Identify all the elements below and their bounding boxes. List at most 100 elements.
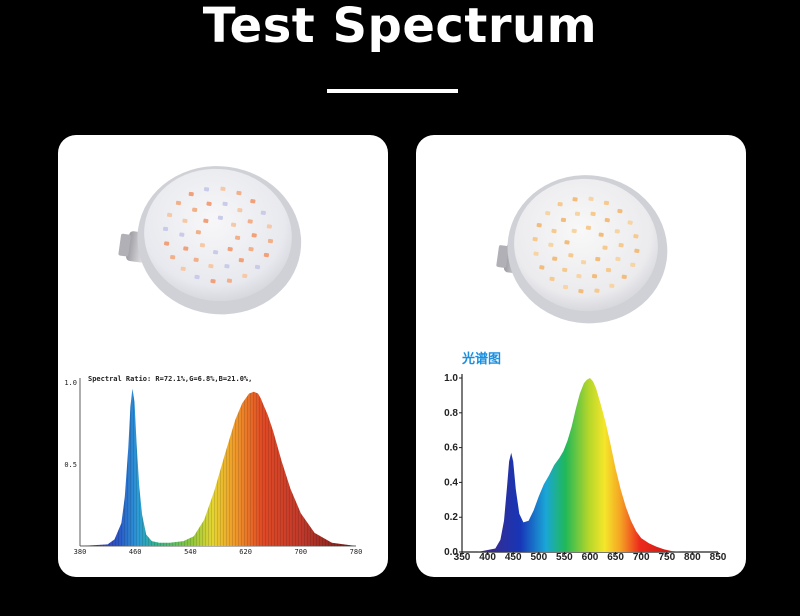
led-chip — [260, 210, 266, 215]
product-card-left: 380 460 540 620 700 780 0.5 1.0 Spectral Ratio: … — [58, 135, 388, 577]
led-chip — [591, 273, 598, 279]
led-chip — [238, 257, 244, 263]
product-card-right: 350 400 450 500 550 600 650 700 750 800 850 0.0 0.2 0… — [416, 135, 746, 577]
led-chip — [163, 241, 170, 246]
y-tick-label: 0.8 — [444, 408, 458, 419]
x-tick-label: 550 — [556, 552, 573, 563]
led-chip — [182, 218, 188, 224]
led-chip — [615, 256, 621, 262]
led-chip — [580, 260, 587, 265]
y-tick-label: 0.4 — [444, 477, 458, 488]
x-tick-label: 350 — [454, 552, 471, 563]
led-chip — [551, 228, 557, 234]
y-tick-label: 0.2 — [444, 512, 458, 523]
spectrum-chart-left: 380 460 540 620 700 780 0.5 1.0 Spectral Ratio: … — [64, 375, 363, 556]
led-chip — [536, 222, 542, 228]
spectral-ratio-annotation: Spectral Ratio: R=72.1%,G=6.8%,B=21.0%, — [88, 375, 252, 383]
led-chip — [266, 224, 273, 229]
led-chip — [572, 197, 578, 202]
spectrum-chart-right: 350 400 450 500 550 600 650 700 750 800 850 0.0 0.2 0… — [444, 351, 727, 563]
led-chip — [532, 236, 538, 242]
led-chip — [571, 228, 577, 234]
spectrum-area-texture — [80, 388, 356, 546]
led-chip — [557, 202, 563, 207]
led-chip — [212, 250, 219, 255]
page-title: Test Spectrum — [202, 0, 598, 54]
led-chip — [183, 246, 189, 251]
led-chip — [545, 210, 551, 216]
led-chip — [206, 201, 212, 206]
led-chip — [166, 212, 173, 218]
x-tick-label: 620 — [239, 548, 252, 556]
led-chip — [210, 278, 216, 284]
led-chip — [562, 267, 568, 273]
led-chip — [248, 246, 254, 252]
bulb-image-right — [496, 175, 668, 324]
x-tick-label: 750 — [658, 552, 675, 563]
x-tick-label: 400 — [479, 552, 496, 563]
led-chip — [627, 220, 633, 225]
led-chip — [180, 266, 186, 271]
led-chip — [188, 191, 194, 197]
led-chip — [227, 246, 233, 252]
led-chip — [552, 256, 558, 261]
led-chip — [574, 211, 581, 217]
led-chip — [170, 255, 176, 260]
led-chip — [618, 242, 624, 248]
led-chip — [598, 232, 604, 237]
led-chip — [242, 273, 248, 279]
x-tick-label: 700 — [294, 548, 307, 556]
title-underline — [327, 89, 458, 93]
led-chip — [199, 243, 206, 248]
led-chip — [226, 278, 233, 283]
led-chip — [630, 262, 636, 268]
led-chip — [222, 201, 228, 207]
led-chip — [533, 251, 539, 256]
led-chip — [203, 187, 210, 192]
led-chip — [251, 233, 257, 238]
led-chip — [230, 222, 237, 227]
x-tick-label: 800 — [684, 552, 701, 563]
led-chip — [562, 284, 569, 290]
led-chip — [175, 200, 182, 206]
led-chip — [162, 226, 169, 232]
led-chip — [539, 265, 545, 270]
spectrum-area — [477, 378, 683, 552]
led-chip — [617, 208, 623, 214]
led-chip — [192, 207, 198, 213]
led-chip — [250, 199, 256, 204]
led-chip — [548, 242, 554, 248]
led-chip — [203, 218, 209, 224]
led-chip — [194, 274, 200, 280]
led-chip — [254, 264, 261, 270]
led-chip — [633, 234, 639, 239]
spectrum-chart-title: 光谱图 — [461, 351, 501, 367]
x-tick-label: 380 — [74, 548, 87, 556]
led-chip — [576, 273, 582, 279]
led-chip — [578, 288, 584, 294]
x-tick-label: 650 — [607, 552, 624, 563]
x-tick-label: 540 — [184, 548, 197, 556]
x-tick-label: 700 — [633, 552, 650, 563]
led-chip — [588, 196, 594, 202]
led-chip — [208, 263, 214, 269]
led-chip — [634, 248, 640, 254]
led-chip — [605, 267, 612, 273]
led-chip — [220, 186, 226, 192]
led-chip — [585, 225, 592, 230]
led-chip — [594, 288, 600, 293]
led-chip — [603, 200, 610, 206]
led-chip — [263, 252, 270, 258]
led-chip — [564, 240, 570, 245]
led-chip — [604, 217, 610, 223]
x-tick-label: 460 — [129, 548, 142, 556]
y-tick-label: 0.6 — [444, 443, 458, 454]
x-tick-label: 600 — [582, 552, 599, 563]
led-chip — [549, 276, 555, 282]
led-chip — [267, 238, 274, 244]
x-tick-label: 780 — [350, 548, 363, 556]
y-tick-label: 0.5 — [64, 461, 77, 469]
led-chip — [195, 230, 202, 235]
led-chip — [236, 190, 242, 196]
led-chip — [217, 215, 224, 220]
